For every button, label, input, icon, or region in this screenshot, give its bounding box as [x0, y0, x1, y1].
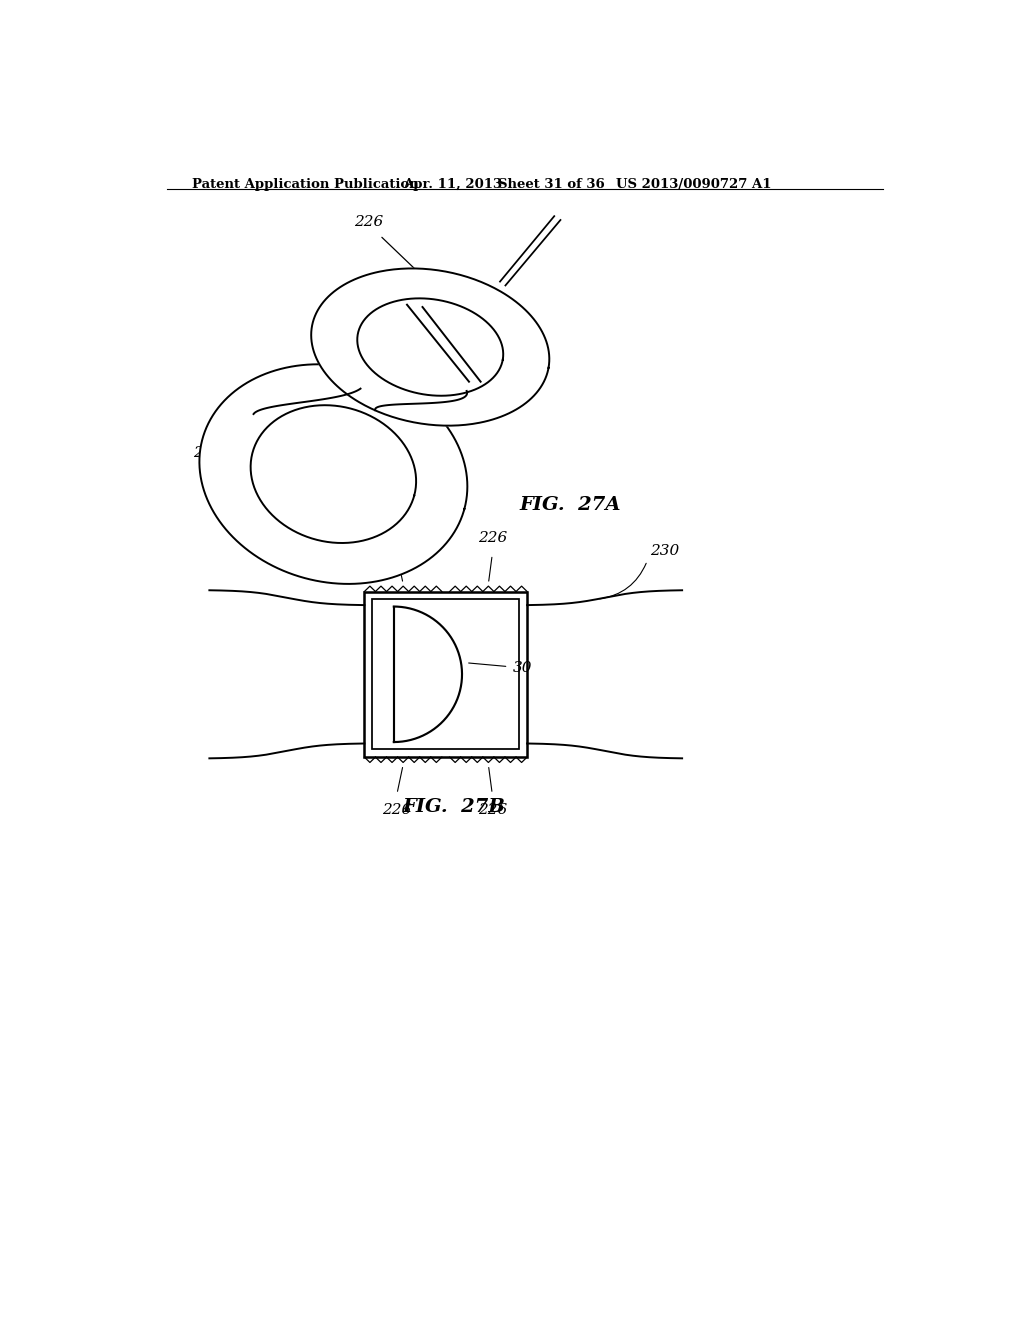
Text: Patent Application Publication: Patent Application Publication	[193, 178, 419, 190]
Text: 226: 226	[382, 804, 412, 817]
Text: FIG.  27A: FIG. 27A	[519, 496, 621, 513]
Text: 226: 226	[477, 532, 507, 545]
Text: Sheet 31 of 36: Sheet 31 of 36	[499, 178, 605, 190]
Polygon shape	[357, 298, 503, 396]
Polygon shape	[251, 405, 416, 543]
Text: 226: 226	[382, 532, 412, 545]
Text: 30: 30	[316, 331, 336, 345]
Polygon shape	[200, 364, 467, 583]
Polygon shape	[311, 268, 549, 425]
Text: FIG.  27B: FIG. 27B	[402, 797, 505, 816]
Text: 230: 230	[649, 544, 679, 557]
Text: 226: 226	[353, 215, 383, 230]
Text: US 2013/0090727 A1: US 2013/0090727 A1	[616, 178, 772, 190]
Text: 30: 30	[512, 661, 531, 675]
Bar	[372, 599, 519, 750]
Text: 226: 226	[477, 804, 507, 817]
Text: 226: 226	[194, 446, 222, 459]
Text: Apr. 11, 2013: Apr. 11, 2013	[403, 178, 502, 190]
